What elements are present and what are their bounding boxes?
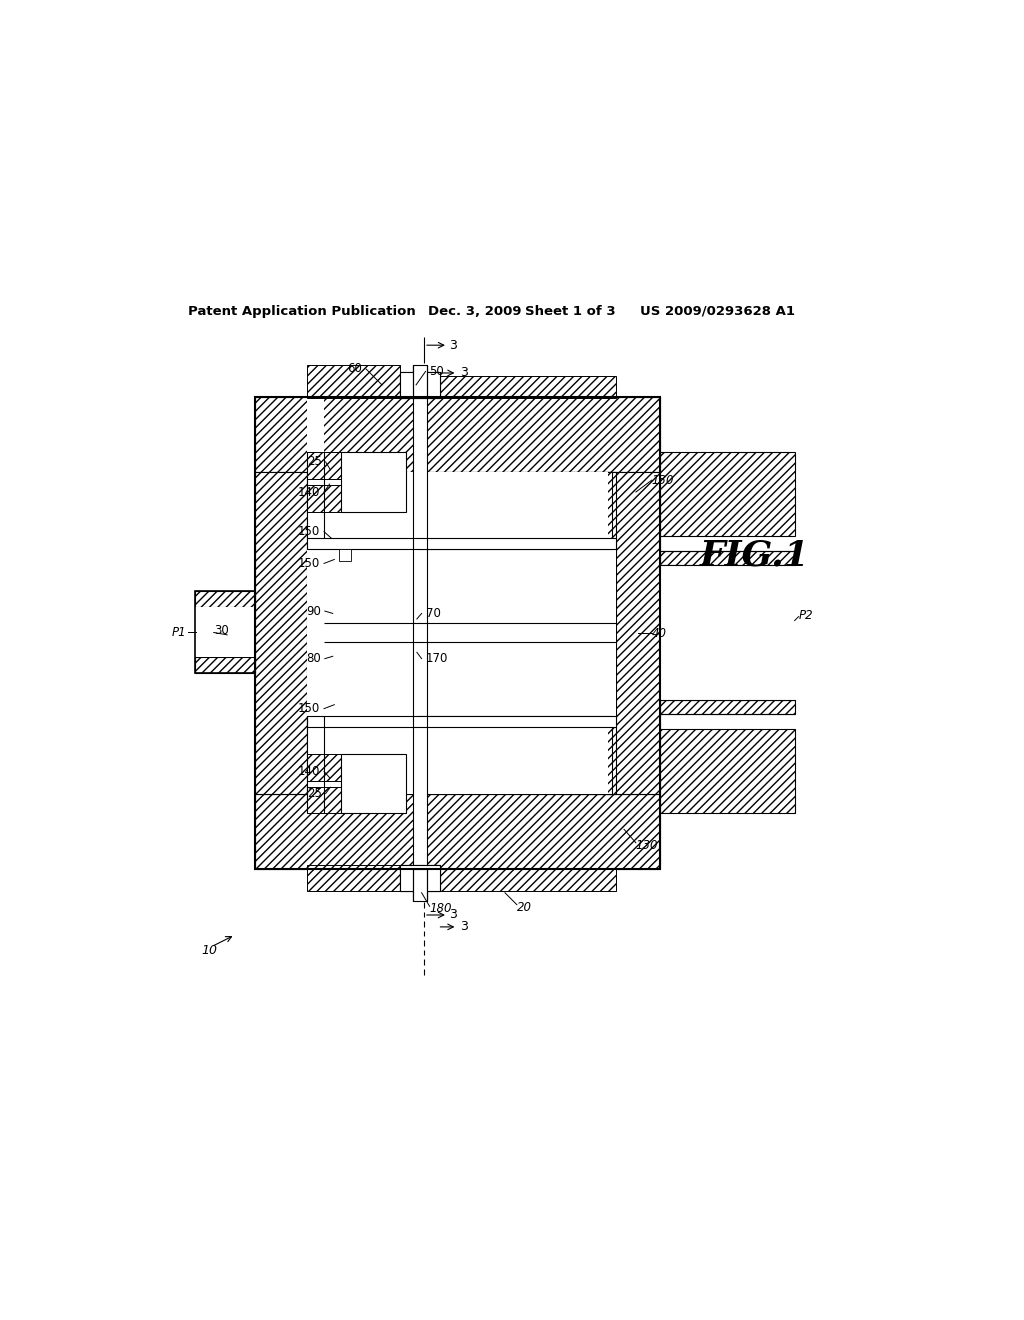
Text: 150: 150 — [298, 525, 321, 539]
Bar — [306, 473, 608, 793]
Bar — [659, 453, 795, 536]
Text: 50: 50 — [430, 364, 444, 378]
Bar — [255, 397, 659, 869]
Bar — [413, 366, 427, 900]
Text: 130: 130 — [652, 474, 674, 487]
Text: 140: 140 — [298, 764, 321, 777]
Bar — [339, 549, 351, 561]
Text: 90: 90 — [306, 605, 321, 618]
Text: 3: 3 — [460, 920, 468, 933]
Text: Patent Application Publication: Patent Application Publication — [187, 305, 416, 318]
Bar — [418, 473, 612, 549]
Bar — [400, 865, 440, 891]
Bar — [659, 729, 795, 813]
Text: 20: 20 — [517, 900, 531, 913]
Bar — [413, 366, 427, 397]
Text: 60: 60 — [347, 363, 362, 375]
Bar — [341, 754, 406, 813]
Bar — [418, 549, 612, 715]
Text: 70: 70 — [426, 607, 440, 620]
Text: 80: 80 — [306, 652, 321, 665]
Bar — [306, 375, 324, 473]
Bar — [196, 591, 255, 607]
Text: 180: 180 — [430, 902, 452, 915]
Text: 130: 130 — [636, 838, 658, 851]
Bar — [608, 473, 659, 793]
Bar — [341, 453, 406, 512]
Text: 40: 40 — [652, 627, 667, 640]
Bar — [255, 397, 659, 473]
Bar — [196, 591, 255, 673]
Bar — [306, 366, 400, 399]
Bar — [306, 715, 616, 727]
Text: P2: P2 — [799, 609, 813, 622]
Text: 3: 3 — [450, 339, 458, 351]
Bar — [659, 565, 795, 700]
Bar — [427, 376, 616, 399]
Bar — [306, 787, 341, 813]
Bar — [400, 865, 440, 891]
Text: 150: 150 — [298, 702, 321, 715]
Bar — [306, 484, 341, 512]
Bar — [306, 865, 400, 891]
Bar — [400, 372, 440, 399]
Bar — [427, 869, 616, 891]
Bar — [306, 473, 340, 793]
Text: 150: 150 — [298, 557, 321, 570]
Text: 3: 3 — [450, 908, 458, 921]
Bar — [255, 473, 306, 793]
Text: Sheet 1 of 3: Sheet 1 of 3 — [524, 305, 615, 318]
Bar — [196, 607, 255, 657]
Bar — [196, 657, 255, 673]
Text: P1: P1 — [172, 626, 186, 639]
Bar — [418, 715, 612, 793]
Bar — [324, 549, 616, 715]
Bar — [255, 793, 659, 869]
Bar — [306, 754, 341, 780]
Bar — [400, 372, 440, 399]
Text: 3: 3 — [460, 367, 468, 379]
Text: Dec. 3, 2009: Dec. 3, 2009 — [428, 305, 521, 318]
Text: 25: 25 — [307, 455, 322, 469]
Text: 30: 30 — [214, 623, 229, 636]
Text: 170: 170 — [426, 652, 447, 665]
Bar — [564, 473, 616, 793]
Text: FIG.1: FIG.1 — [699, 539, 809, 573]
Text: 10: 10 — [201, 944, 217, 957]
Bar — [413, 869, 427, 900]
Text: 140: 140 — [298, 486, 321, 499]
Bar — [659, 700, 795, 714]
Text: US 2009/0293628 A1: US 2009/0293628 A1 — [640, 305, 795, 318]
Bar — [306, 453, 341, 479]
Bar — [306, 539, 616, 549]
Bar — [659, 550, 795, 565]
Text: 25: 25 — [307, 787, 322, 800]
